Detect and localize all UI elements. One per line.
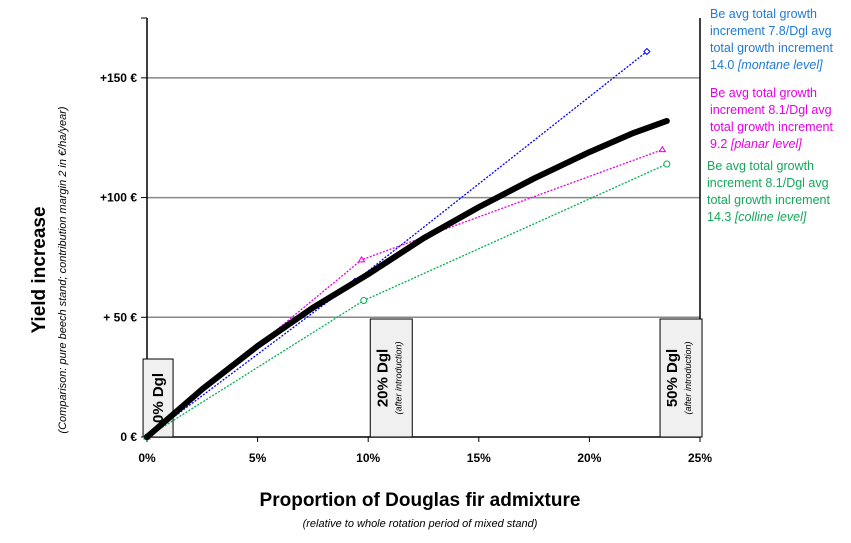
legend-entry: Be avg total growth increment 7.8/Dgl av… (710, 6, 851, 74)
y-axis-labels: Yield increase (Comparison: pure beech st… (29, 106, 69, 433)
x-tick-label: 15% (467, 451, 491, 465)
legend-text: Be avg total growth increment 7.8/Dgl av… (710, 7, 833, 72)
x-axis-sublabel: (relative to whole rotation period of mi… (303, 518, 538, 530)
legend-entry: Be avg total growth increment 8.1/Dgl av… (707, 158, 849, 226)
data-point (360, 297, 368, 305)
annotation: 0% Dgl (150, 373, 167, 423)
y-tick-label: 0 € (120, 430, 137, 444)
y-tick-label: + 50 € (103, 310, 137, 324)
legend-level: [montane level] (737, 58, 823, 72)
annotation-label: 20% Dgl (374, 349, 391, 407)
data-point (663, 160, 671, 168)
x-tick-label: 10% (356, 451, 380, 465)
legend-entry: Be avg total growth increment 8.1/Dgl av… (710, 85, 851, 153)
annotation: 20% Dgl (after introduction) (374, 341, 403, 414)
x-tick-label: 5% (249, 451, 267, 465)
annotation-box (369, 318, 413, 438)
annotation: 50% Dgl (after introduction) (664, 341, 693, 414)
legend-level: [planar level] (730, 137, 802, 151)
x-tick-label: 20% (577, 451, 601, 465)
series-trend-line (144, 117, 670, 440)
data-point (357, 255, 366, 263)
x-tick-label: 25% (688, 451, 712, 465)
y-tick-label: +150 € (100, 71, 137, 85)
y-axis-sublabel: (Comparison: pure beech stand; contribut… (57, 106, 69, 433)
y-tick-label: +100 € (100, 191, 137, 205)
data-point (658, 145, 667, 153)
legend-level: [colline level] (734, 210, 807, 224)
legend-text: Be avg total growth increment 8.1/Dgl av… (707, 159, 830, 224)
legend-text: Be avg total growth increment 8.1/Dgl av… (710, 86, 833, 151)
data-point (643, 47, 651, 56)
x-tick-label: 0% (138, 451, 156, 465)
annotation-label: 50% Dgl (664, 349, 681, 407)
annotation-sub: (after introduction) (393, 341, 403, 414)
x-axis-label: Proportion of Douglas fir admixture (260, 490, 581, 511)
annotation-label: 0% Dgl (150, 373, 167, 423)
annotation-sub: (after introduction) (683, 341, 693, 414)
y-axis-label: Yield increase (29, 206, 50, 333)
annotation-box (659, 318, 703, 438)
